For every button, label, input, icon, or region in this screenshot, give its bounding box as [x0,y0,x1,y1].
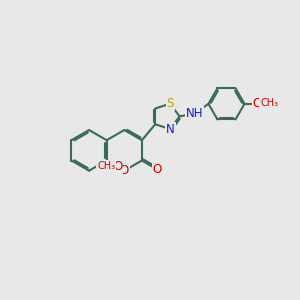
Text: O: O [113,160,122,173]
Text: CH₃: CH₃ [260,98,278,108]
Text: CH₃: CH₃ [97,161,115,171]
Text: NH: NH [185,107,203,120]
Text: N: N [166,123,175,136]
Text: O: O [153,163,162,176]
Text: S: S [167,97,174,110]
Text: O: O [120,164,129,177]
Text: O: O [253,97,262,110]
